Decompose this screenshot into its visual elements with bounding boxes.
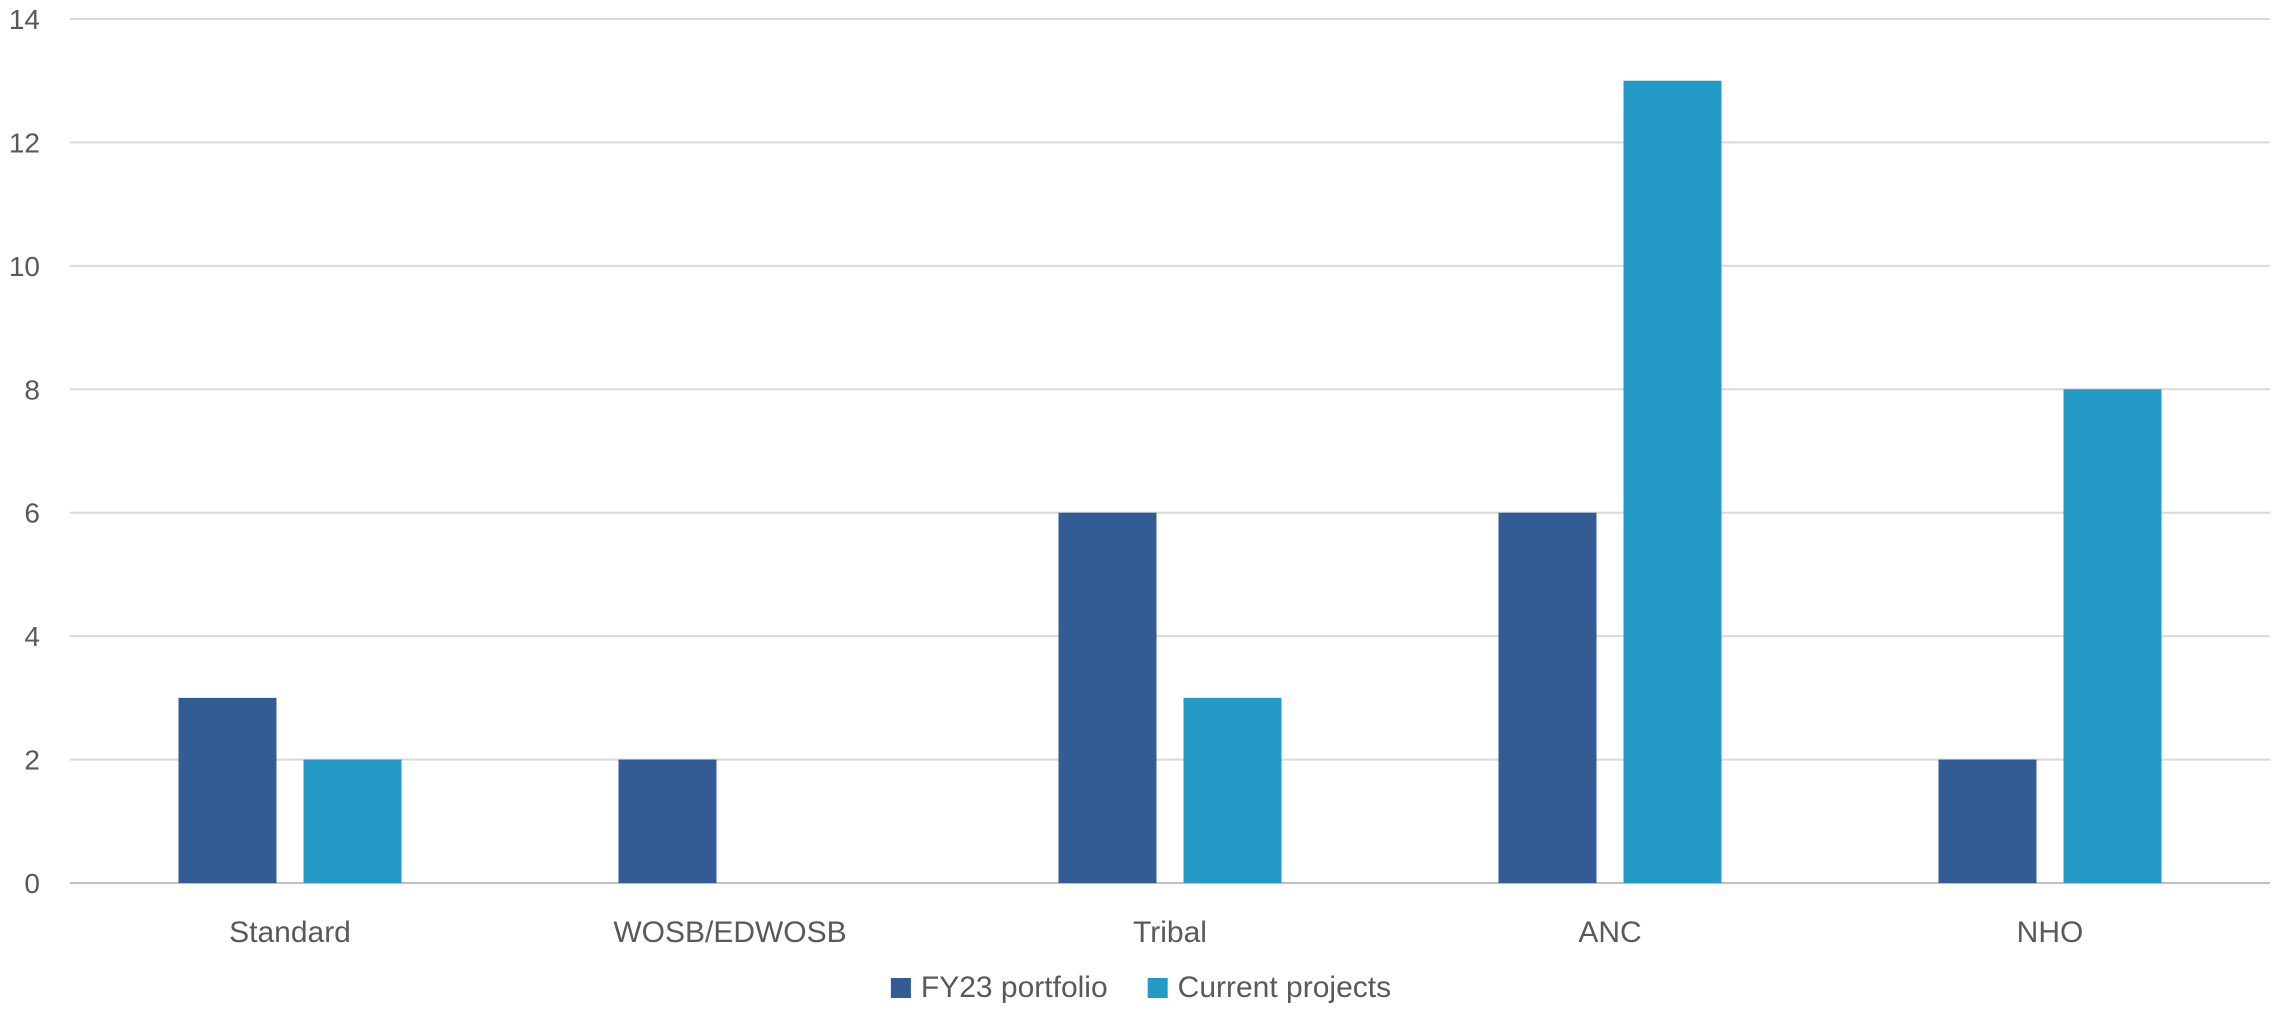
bar-current-projects-tribal bbox=[1183, 697, 1282, 883]
bar-current-projects-nho bbox=[2063, 389, 2162, 883]
x-axis-labels: Standard WOSB/EDWOSB Tribal ANC NHO bbox=[229, 916, 2083, 949]
y-tick-label: 6 bbox=[24, 498, 40, 529]
x-category-label: Tribal bbox=[1133, 916, 1207, 949]
bar-fy23-portfolio-nho bbox=[1938, 759, 2037, 883]
legend: FY23 portfolio Current projects bbox=[890, 971, 1391, 1004]
bar-fy23-portfolio-tribal bbox=[1058, 512, 1157, 883]
legend-swatch bbox=[890, 978, 911, 998]
y-axis-ticks: 0 2 4 6 8 10 12 14 bbox=[9, 4, 40, 899]
bar-current-projects-anc bbox=[1623, 80, 1722, 883]
y-tick-label: 0 bbox=[24, 868, 40, 899]
y-tick-label: 10 bbox=[9, 251, 40, 282]
bar-fy23-portfolio-anc bbox=[1498, 512, 1597, 883]
bar-fy23-portfolio-standard bbox=[178, 697, 277, 883]
legend-swatch bbox=[1147, 978, 1168, 998]
gridlines bbox=[70, 18, 2270, 884]
x-category-label: NHO bbox=[2017, 916, 2084, 949]
y-tick-label: 8 bbox=[24, 374, 40, 405]
bar-fy23-portfolio-wosb-edwosb bbox=[618, 759, 717, 883]
x-category-label: Standard bbox=[229, 916, 351, 949]
bars bbox=[178, 80, 2162, 883]
y-tick-label: 2 bbox=[24, 745, 40, 776]
x-category-label: WOSB/EDWOSB bbox=[613, 916, 846, 949]
y-tick-label: 12 bbox=[9, 127, 40, 158]
x-category-label: ANC bbox=[1578, 916, 1641, 949]
legend-label: FY23 portfolio bbox=[921, 971, 1108, 1004]
legend-label: Current projects bbox=[1178, 971, 1391, 1004]
bar-current-projects-standard bbox=[303, 759, 402, 883]
y-tick-label: 4 bbox=[24, 621, 40, 652]
y-tick-label: 14 bbox=[9, 4, 40, 35]
